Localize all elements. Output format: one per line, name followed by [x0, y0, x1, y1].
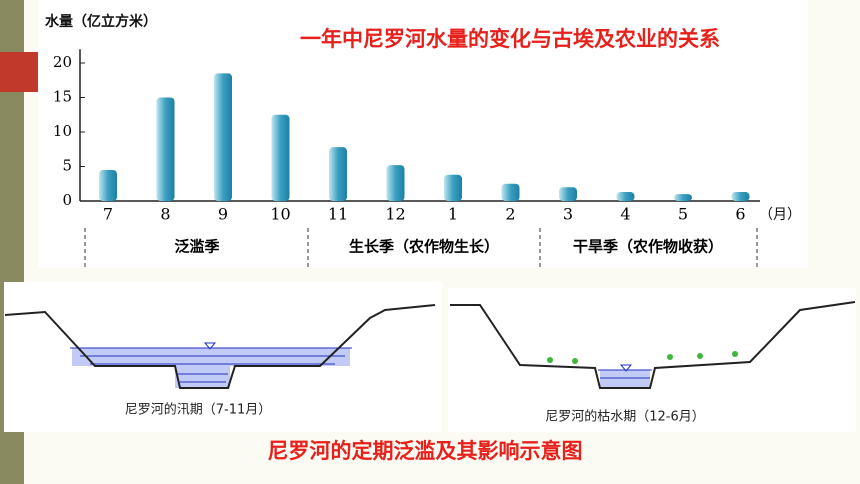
- bar: [444, 174, 462, 201]
- season-label: 干旱季（农作物收获）: [573, 238, 723, 256]
- x-tick-label: 1: [448, 205, 458, 224]
- y-tick-label: 5: [62, 157, 72, 175]
- bar: [214, 73, 232, 201]
- bar: [271, 114, 290, 201]
- x-axis-label: （月）: [759, 207, 801, 223]
- x-tick-label: 8: [160, 205, 170, 224]
- bar: [559, 187, 577, 201]
- x-tick-label: 4: [620, 205, 630, 224]
- y-tick-label: 10: [53, 122, 72, 140]
- accent: [0, 52, 40, 92]
- bar: [731, 192, 750, 201]
- x-tick-label: 5: [678, 205, 688, 224]
- bar: [674, 194, 692, 201]
- x-tick-label: 9: [218, 205, 228, 224]
- x-tick-label: 10: [270, 205, 290, 224]
- diagram-caption: 尼罗河的汛期（7-11月）: [125, 402, 272, 418]
- diagram-caption: 尼罗河的枯水期（12-6月）: [545, 409, 705, 425]
- bar: [156, 97, 175, 201]
- x-tick-label: 12: [385, 205, 405, 224]
- y-tick-label: 15: [53, 88, 72, 106]
- diagram-title: 尼罗河的定期泛滥及其影响示意图: [268, 439, 583, 463]
- flood-diagram: [4, 304, 436, 389]
- bar: [386, 165, 405, 201]
- x-tick-label: 6: [735, 205, 745, 224]
- chart-title: 一年中尼罗河水量的变化与古埃及农业的关系: [300, 27, 720, 51]
- y-tick-label: 20: [53, 53, 72, 71]
- bar: [501, 183, 520, 201]
- season-label: 生长季（农作物生长）: [349, 238, 499, 256]
- bar: [329, 147, 347, 201]
- bar: [99, 169, 117, 201]
- bar: [616, 192, 635, 201]
- y-axis-label: 水量（亿立方米）: [45, 13, 157, 30]
- x-tick-label: 7: [103, 205, 113, 224]
- dry-diagram: [450, 301, 856, 389]
- x-tick-label: 11: [328, 205, 348, 224]
- x-tick-label: 3: [563, 205, 573, 224]
- season-label: 泛滥季: [174, 238, 219, 256]
- y-tick-label: 0: [62, 191, 72, 209]
- x-tick-label: 2: [505, 205, 515, 224]
